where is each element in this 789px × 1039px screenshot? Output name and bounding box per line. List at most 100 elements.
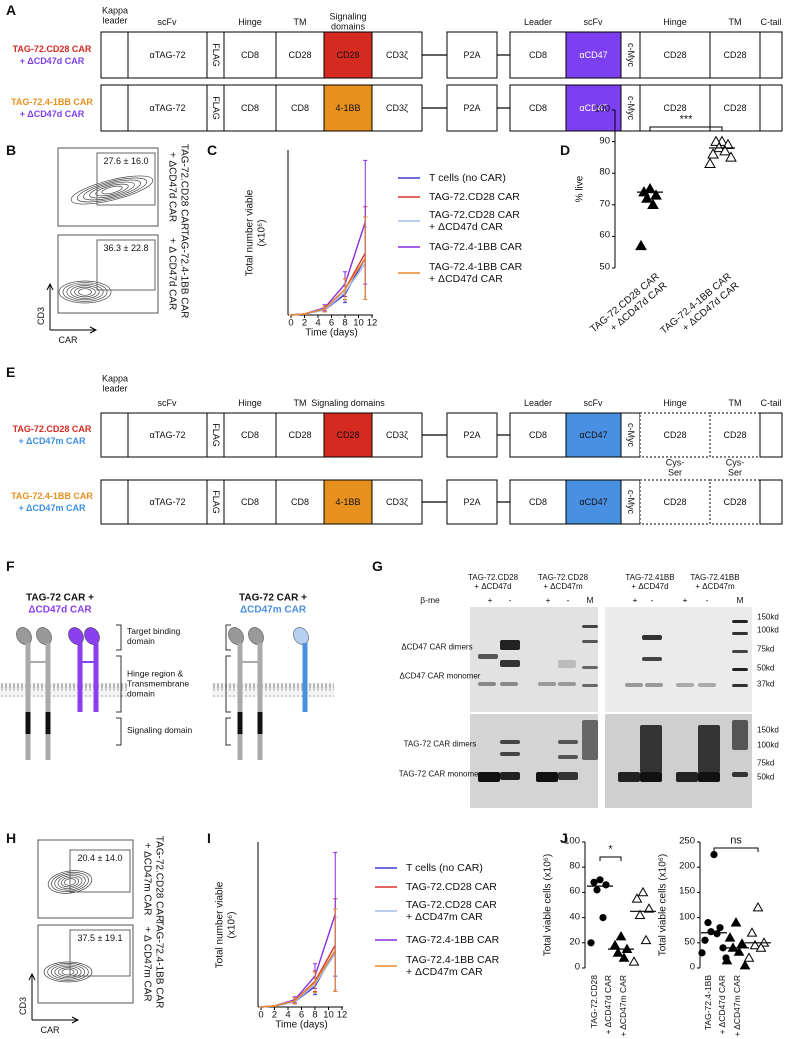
flow-plot-frame [37, 839, 134, 919]
contour [54, 873, 86, 891]
blot-image [470, 607, 598, 712]
panel-label: B [6, 141, 17, 158]
blot-image [605, 714, 752, 808]
contour [70, 175, 154, 205]
blot-band [582, 666, 598, 669]
car-stem [302, 643, 308, 712]
data-point [602, 881, 610, 889]
error-bar [302, 312, 307, 315]
y-tick-label: 80 [599, 166, 610, 178]
blot-band [732, 772, 748, 777]
segment-header: TM [293, 397, 307, 408]
flow-plot-frame [57, 234, 159, 314]
significance-bracket [599, 856, 622, 861]
gate-label: 37.5 ± 19.1 [77, 932, 123, 943]
membrane [212, 683, 334, 697]
data-point [609, 939, 621, 950]
y-tick-label: 100 [679, 911, 695, 923]
car-stem [45, 643, 51, 760]
segment-label: CD28 [723, 429, 747, 440]
construct-segment [639, 479, 711, 525]
contour [47, 870, 93, 894]
domain-label: Hinge region & Transmembrane domain [127, 668, 190, 698]
band-label: ΔCD47 CAR dimers [401, 642, 473, 652]
segment-label: CD8 [528, 102, 548, 113]
binding-domain [36, 627, 52, 645]
blot-band [645, 683, 663, 687]
axis-arrow [28, 972, 80, 1024]
construct-segment [127, 412, 208, 458]
x-tick-label: + ΔCD47d CAR [603, 975, 614, 1035]
blot-band [500, 752, 520, 756]
segment-label: CD28 [723, 496, 747, 507]
contour [58, 280, 112, 304]
data-point [590, 878, 598, 886]
bracket [116, 717, 122, 746]
blot-band [676, 772, 698, 782]
x-tick-label: 0 [288, 317, 294, 329]
construct-segment [323, 84, 373, 132]
segment-label: αTAG-72 [149, 102, 186, 113]
segment-header: Signaling domains [329, 11, 367, 32]
data-point [631, 893, 643, 903]
error-bar [292, 997, 297, 1005]
legend-label: TAG-72.CD28 CAR [406, 880, 497, 893]
x-tick-label: 2 [271, 1009, 278, 1021]
y-axis-label: Total number viable (x10⁶) [244, 189, 268, 276]
data-point [698, 949, 706, 957]
data-point [707, 148, 719, 159]
blot-band [642, 657, 662, 661]
y-tick-label: 50 [684, 936, 695, 948]
data-point [640, 934, 652, 945]
y-tick-label: 0 [689, 961, 695, 973]
segment-label: CD28 [336, 49, 360, 60]
gate [69, 849, 131, 893]
car-stem [237, 643, 243, 760]
plot-label: TAG-72.CD28 CAR + ΔCD47m CAR [142, 835, 165, 923]
construct-segment [100, 479, 129, 525]
data-point [593, 886, 601, 894]
y-tick-label: 200 [679, 860, 695, 872]
blot-band [582, 720, 598, 760]
construct-segment [371, 31, 423, 79]
contour [43, 961, 93, 983]
blot-image [470, 714, 598, 808]
x-tick-label: 0 [258, 1009, 264, 1021]
contour [47, 963, 89, 981]
contour [58, 967, 78, 977]
segment-label: CD28 [288, 429, 312, 440]
panel-label: E [6, 363, 16, 380]
segment-label: CD28 [663, 49, 687, 60]
schematic-title: ΔCD47m CAR [239, 604, 307, 616]
marker-label: 150kd [757, 725, 779, 735]
x-tick-label: + ΔCD47d CAR [717, 975, 728, 1035]
x-tick-label: TAG-72.4-1BB [703, 975, 714, 1031]
construct-name: TAG-72.4-1BB CAR [11, 490, 93, 501]
construct-segment [709, 479, 761, 525]
segment-header: Leader [523, 397, 553, 408]
error-bar [313, 971, 317, 994]
construct-segment [509, 479, 567, 525]
gate [69, 929, 131, 977]
domain-label: Signaling domain [127, 725, 193, 736]
construct-segment [446, 412, 498, 458]
signaling-block [45, 712, 51, 734]
construct-segment [223, 412, 277, 458]
blot-band [582, 640, 598, 643]
segment-header: Hinge [663, 397, 687, 408]
segment-label: c-Myc [625, 423, 636, 447]
legend-label: TAG-72.4-1BB CAR + ΔCD47m CAR [406, 953, 500, 978]
x-tick-label: TAG-72.CD28 [589, 975, 600, 1029]
y-tick-label: 80 [569, 860, 580, 872]
y-tick-label: 90 [599, 135, 610, 147]
construct-segment [759, 31, 783, 79]
blot-band [640, 725, 662, 773]
lane-sign: + [632, 595, 638, 606]
segment-label: CD28 [288, 49, 312, 60]
error-bar [322, 305, 327, 313]
contour [101, 185, 123, 195]
car-stem [25, 643, 31, 760]
signaling-block [257, 712, 263, 734]
x-tick-label: 4 [285, 1009, 291, 1021]
band-label: TAG-72 CAR dimers [403, 739, 477, 749]
